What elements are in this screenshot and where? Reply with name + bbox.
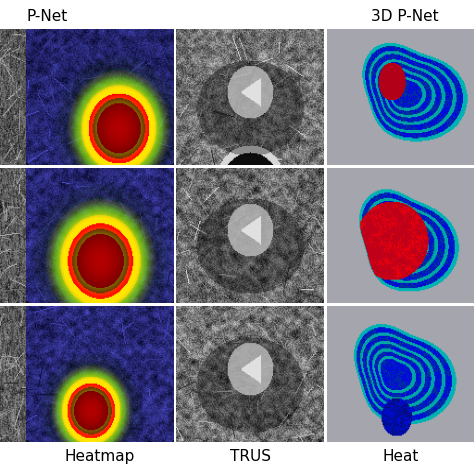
Text: Heatmap: Heatmap [64,449,135,464]
Text: Heat: Heat [382,449,419,464]
Text: TRUS: TRUS [229,449,271,464]
Text: P-Net: P-Net [26,9,67,24]
Text: 3D P-Net: 3D P-Net [371,9,438,24]
